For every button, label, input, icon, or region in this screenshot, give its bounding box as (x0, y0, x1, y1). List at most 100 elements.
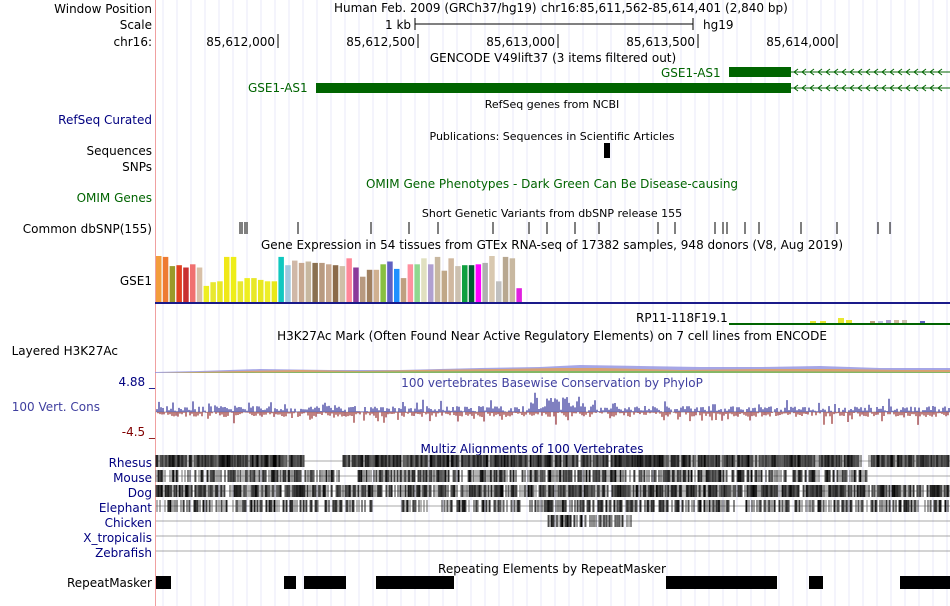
gtex-bar (319, 262, 325, 302)
gtex-bar (489, 256, 495, 302)
rp11-gene-model (729, 318, 950, 325)
repeatmasker-track-label[interactable]: RepeatMasker (66, 576, 152, 590)
multiz-species-mouse[interactable]: Mouse (113, 471, 152, 485)
h3k27ac-track-label[interactable]: Layered H3K27Ac (11, 344, 118, 358)
dbsnp-track-title: Short Genetic Variants from dbSNP releas… (421, 207, 683, 220)
position-readout[interactable]: chr16:85,611,562-85,614,401 (2,840 bp) (541, 1, 788, 15)
refseq-track-title: RefSeq genes from NCBI (484, 98, 620, 111)
dbsnp-variants (239, 222, 891, 234)
ruler-tick-label: 85,614,000 (766, 35, 835, 49)
gtex-bar (190, 264, 196, 302)
gtex-bar (462, 265, 468, 302)
gtex-bar (434, 256, 441, 302)
scale-label: Scale (119, 18, 152, 32)
gtex-bar (258, 279, 264, 302)
gtex-gene-label-2[interactable]: RP11-118F19.1 (636, 311, 728, 325)
dbsnp-track-label[interactable]: Common dbSNP(155) (22, 222, 152, 236)
gtex-bar (244, 278, 250, 302)
gtex-gene-label[interactable]: GSE1 (119, 274, 152, 288)
gtex-bar (394, 268, 400, 302)
publication-hit (604, 143, 610, 158)
gtex-bar (502, 256, 509, 302)
gene-label-gse1-as1[interactable]: GSE1-AS1 (248, 81, 308, 95)
multiz-species-x-tropicalis[interactable]: X_tropicalis (83, 531, 152, 545)
gtex-bar (312, 262, 318, 302)
gtex-bar (251, 278, 257, 302)
gtex-bar (400, 278, 407, 302)
gtex-bar (353, 267, 359, 302)
repeatmasker-elements (156, 576, 950, 589)
gtex-bar (292, 260, 298, 302)
omim-track-label[interactable]: OMIM Genes (76, 191, 152, 205)
multiz-species-elephant[interactable]: Elephant (98, 501, 152, 515)
gtex-bar (332, 265, 339, 302)
gtex-bar (224, 256, 230, 302)
ruler-tick-label: 85,612,500 (346, 35, 415, 49)
gene-label-gse1-as1[interactable]: GSE1-AS1 (661, 66, 721, 80)
multiz-species-dog[interactable]: Dog (127, 486, 152, 500)
window-position-label: Window Position (54, 2, 152, 16)
gtex-bar (366, 269, 373, 302)
scale-bar (414, 18, 694, 30)
ruler-tick-label: 85,612,000 (206, 35, 275, 49)
gtex-bar (414, 264, 420, 302)
phylop-min-label: -4.5 _ (121, 425, 155, 439)
h3k27ac-track-title: H3K27Ac Mark (Often Found Near Active Re… (277, 329, 827, 343)
publications-label-snps[interactable]: SNPs (122, 160, 152, 174)
phylop-max-label: 4.88 _ (118, 375, 155, 389)
multiz-alignments (155, 455, 950, 552)
gtex-bar (360, 276, 366, 302)
gtex-bar (156, 256, 162, 302)
gtex-bar (448, 258, 454, 302)
gtex-bar (203, 285, 210, 302)
gtex-bar (441, 270, 448, 302)
gencode-track-title: GENCODE V49lift37 (3 items filtered out) (429, 51, 677, 65)
ruler-tick-label: 85,613,000 (486, 35, 555, 49)
gtex-bar (496, 281, 502, 302)
gtex-bar (264, 281, 271, 302)
chrom-label: chr16: (113, 35, 152, 49)
publications-label-sequences[interactable]: Sequences (86, 144, 152, 158)
multiz-species-zebrafish[interactable]: Zebrafish (95, 546, 152, 560)
multiz-species-rhesus[interactable]: Rhesus (108, 456, 152, 470)
gtex-bar (346, 258, 352, 302)
gtex-bar (176, 265, 182, 302)
gtex-bar (373, 269, 380, 302)
gtex-bar (285, 265, 291, 302)
gtex-bar (183, 267, 189, 302)
gtex-bar (230, 256, 237, 302)
gtex-track-title: Gene Expression in 54 tissues from GTEx … (260, 238, 844, 252)
gtex-bar (162, 256, 169, 302)
gencode-gene-models (316, 67, 950, 93)
scale-db: hg19 (703, 18, 734, 32)
assembly-name[interactable]: Human Feb. 2009 (GRCh37/hg19) (334, 1, 537, 15)
multiz-track-title: Multiz Alignments of 100 Vertebrates (420, 442, 644, 456)
omim-track-title: OMIM Gene Phenotypes - Dark Green Can Be… (365, 177, 739, 191)
multiz-species-chicken[interactable]: Chicken (104, 516, 152, 530)
ruler-ticks (277, 34, 838, 48)
gtex-bar (380, 264, 386, 302)
gtex-bar (516, 288, 522, 302)
gtex-bar (475, 264, 482, 302)
gtex-bar (455, 266, 461, 302)
gtex-bar (196, 267, 203, 302)
gtex-bar (298, 262, 305, 302)
phylop-track-label[interactable]: 100 Vert. Cons (11, 400, 100, 414)
phylop-track-title: 100 vertebrates Basewise Conservation by… (401, 376, 703, 390)
gtex-bar (278, 256, 284, 302)
gtex-bar (407, 264, 414, 302)
publications-track-title: Publications: Sequences in Scientific Ar… (429, 130, 675, 143)
repeatmasker-track-title: Repeating Elements by RepeatMasker (438, 562, 666, 576)
gtex-bar (305, 261, 312, 302)
gtex-bar (509, 258, 516, 302)
gtex-bar (428, 264, 434, 302)
ruler-tick-label: 85,613,500 (626, 35, 695, 49)
phylop-signal (155, 392, 950, 425)
gtex-bar (339, 266, 346, 302)
h3k27ac-signal (155, 365, 950, 373)
gtex-bar (482, 262, 488, 302)
refseq-track-label[interactable]: RefSeq Curated (58, 113, 152, 127)
gtex-bar (387, 261, 393, 302)
